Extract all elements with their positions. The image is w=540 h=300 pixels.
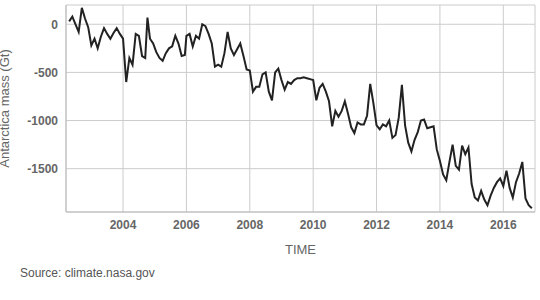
svg-text:2008: 2008 — [236, 218, 263, 232]
svg-text:2014: 2014 — [427, 218, 454, 232]
svg-text:0: 0 — [51, 18, 58, 32]
svg-text:2016: 2016 — [490, 218, 517, 232]
svg-text:2006: 2006 — [173, 218, 200, 232]
html-text:Source: climate.nasa.gov: Source: climate.nasa.gov — [20, 266, 155, 280]
svg-text:-500: -500 — [34, 66, 58, 80]
svg-text:2004: 2004 — [110, 218, 137, 232]
svg-text:TIME: TIME — [285, 242, 316, 257]
svg-text:-1500: -1500 — [27, 162, 58, 176]
svg-text:2012: 2012 — [363, 218, 390, 232]
svg-text:-1000: -1000 — [27, 114, 58, 128]
svg-text:Antarctica mass (Gt): Antarctica mass (Gt) — [8, 49, 12, 167]
svg-text:2010: 2010 — [300, 218, 327, 232]
